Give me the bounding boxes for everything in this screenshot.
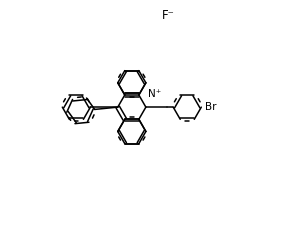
Text: F⁻: F⁻ [162, 9, 175, 22]
Text: Br: Br [205, 102, 216, 112]
Text: N⁺: N⁺ [148, 89, 161, 99]
